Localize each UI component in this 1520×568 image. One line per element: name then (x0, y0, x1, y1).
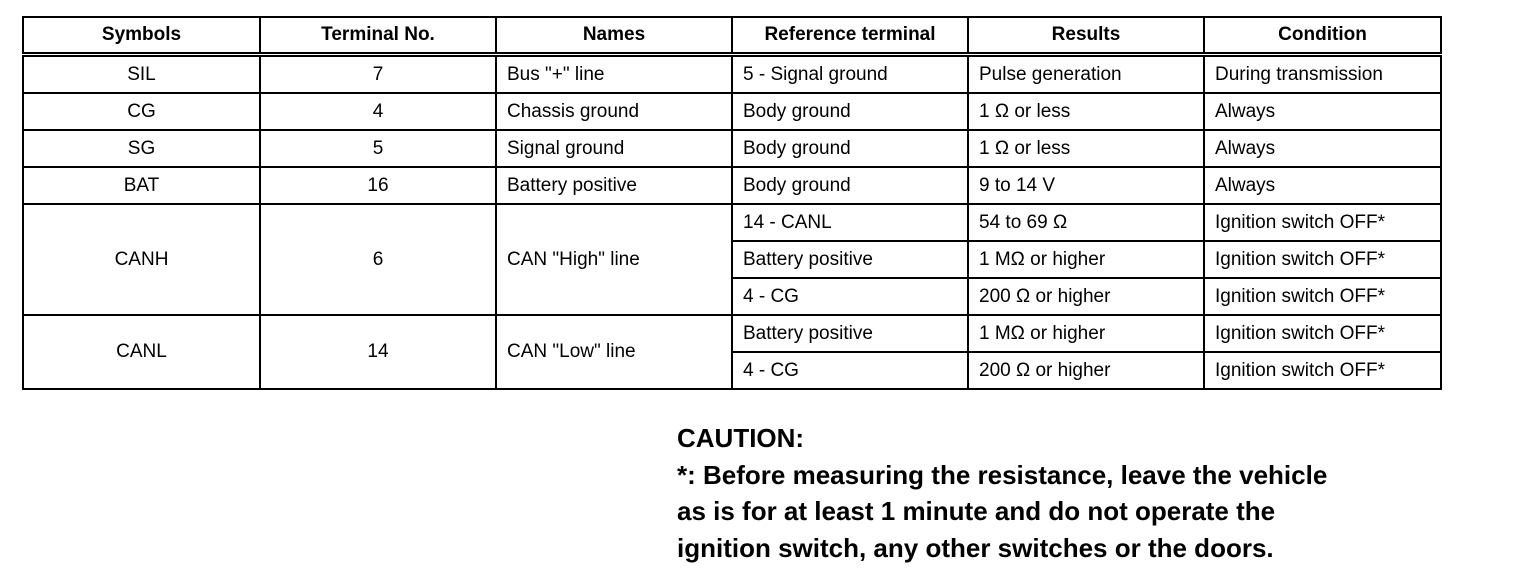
terminal-cell: 14 (259, 314, 497, 390)
condition-cell: Ignition switch OFF* (1203, 240, 1442, 279)
column-header: Symbols (22, 16, 261, 57)
reference-cell: Body ground (731, 166, 969, 205)
symbol-cell: SG (22, 129, 261, 168)
result-cell: 1 Ω or less (967, 129, 1205, 168)
column-header: Terminal No. (259, 16, 497, 57)
table-row: CG 4 Chassis ground Body ground 1 Ω or less A… (22, 92, 1442, 131)
result-cell: 9 to 14 V (967, 166, 1205, 205)
column-header: Results (967, 16, 1205, 57)
terminal-cell: 4 (259, 92, 497, 131)
condition-cell: During transmission (1203, 53, 1442, 94)
result-cell: 1 MΩ or higher (967, 314, 1205, 353)
result-cell: 54 to 69 Ω (967, 203, 1205, 242)
terminal-cell: 7 (259, 53, 497, 94)
reference-cell: Body ground (731, 129, 969, 168)
table-row: CANL 14 CAN "Low" line Battery positive 1 MΩ… (22, 314, 1442, 390)
name-cell: CAN "High" line (495, 203, 733, 316)
name-cell: Signal ground (495, 129, 733, 168)
name-cell: Battery positive (495, 166, 733, 205)
table-row: BAT 16 Battery positive Body ground 9 to 14 … (22, 166, 1442, 205)
result-cell: 200 Ω or higher (967, 351, 1205, 390)
table-row: SIL 7 Bus "+" line 5 - Signal ground Pulse g… (22, 53, 1442, 94)
terminal-cell: 5 (259, 129, 497, 168)
column-header: Reference terminal (731, 16, 969, 57)
symbol-cell: CANH (22, 203, 261, 316)
caution-note: CAUTION: *: Before measuring the resista… (677, 420, 1327, 566)
symbol-cell: BAT (22, 166, 261, 205)
reference-cell: 14 - CANL (731, 203, 969, 242)
symbol-cell: CG (22, 92, 261, 131)
column-header: Condition (1203, 16, 1442, 57)
name-cell: Chassis ground (495, 92, 733, 131)
condition-cell: Ignition switch OFF* (1203, 203, 1442, 242)
caution-title: CAUTION: (677, 423, 805, 453)
symbol-cell: SIL (22, 53, 261, 94)
condition-cell: Always (1203, 129, 1442, 168)
table-row: 4 - CG 200 Ω or higher Ignition switch OFF… (23, 277, 1442, 316)
table-row: 4 - CG 200 Ω or higher Ignition switch OFF… (23, 351, 1442, 390)
condition-cell: Ignition switch OFF* (1203, 314, 1442, 353)
caution-line: ignition switch, any other switches or t… (677, 532, 1274, 563)
caution-line: as is for at least 1 minute and do not o… (677, 496, 1276, 526)
terminal-table: Symbols Terminal No. Names Reference termin… (22, 16, 1442, 390)
reference-cell: 4 - CG (731, 277, 969, 316)
header-row: Symbols Terminal No. Names Reference termin… (22, 16, 1442, 57)
reference-cell: Battery positive (731, 240, 969, 279)
result-cell: 200 Ω or higher (967, 277, 1205, 316)
symbol-cell: CANL (22, 314, 261, 390)
name-cell: CAN "Low" line (495, 314, 733, 390)
condition-cell: Ignition switch OFF* (1203, 277, 1442, 316)
reference-cell: 5 - Signal ground (731, 53, 969, 94)
condition-cell: Always (1203, 92, 1442, 131)
reference-cell: Battery positive (731, 314, 969, 353)
result-cell: Pulse generation (967, 53, 1205, 94)
terminal-cell: 16 (259, 166, 497, 205)
condition-cell: Always (1203, 166, 1442, 205)
column-header: Names (495, 16, 733, 57)
result-cell: 1 MΩ or higher (967, 240, 1205, 279)
reference-cell: 4 - CG (731, 351, 969, 390)
reference-cell: Body ground (731, 92, 969, 131)
table-row: Battery positive 1 MΩ or higher Ignition s… (23, 240, 1442, 279)
caution-line: *: Before measuring the resistance, leav… (677, 459, 1328, 490)
terminal-cell: 6 (259, 203, 497, 316)
table-row: SG 5 Signal ground Body ground 1 Ω or less Al… (22, 129, 1442, 168)
condition-cell: Ignition switch OFF* (1203, 351, 1442, 390)
name-cell: Bus "+" line (495, 53, 733, 94)
result-cell: 1 Ω or less (967, 92, 1205, 131)
